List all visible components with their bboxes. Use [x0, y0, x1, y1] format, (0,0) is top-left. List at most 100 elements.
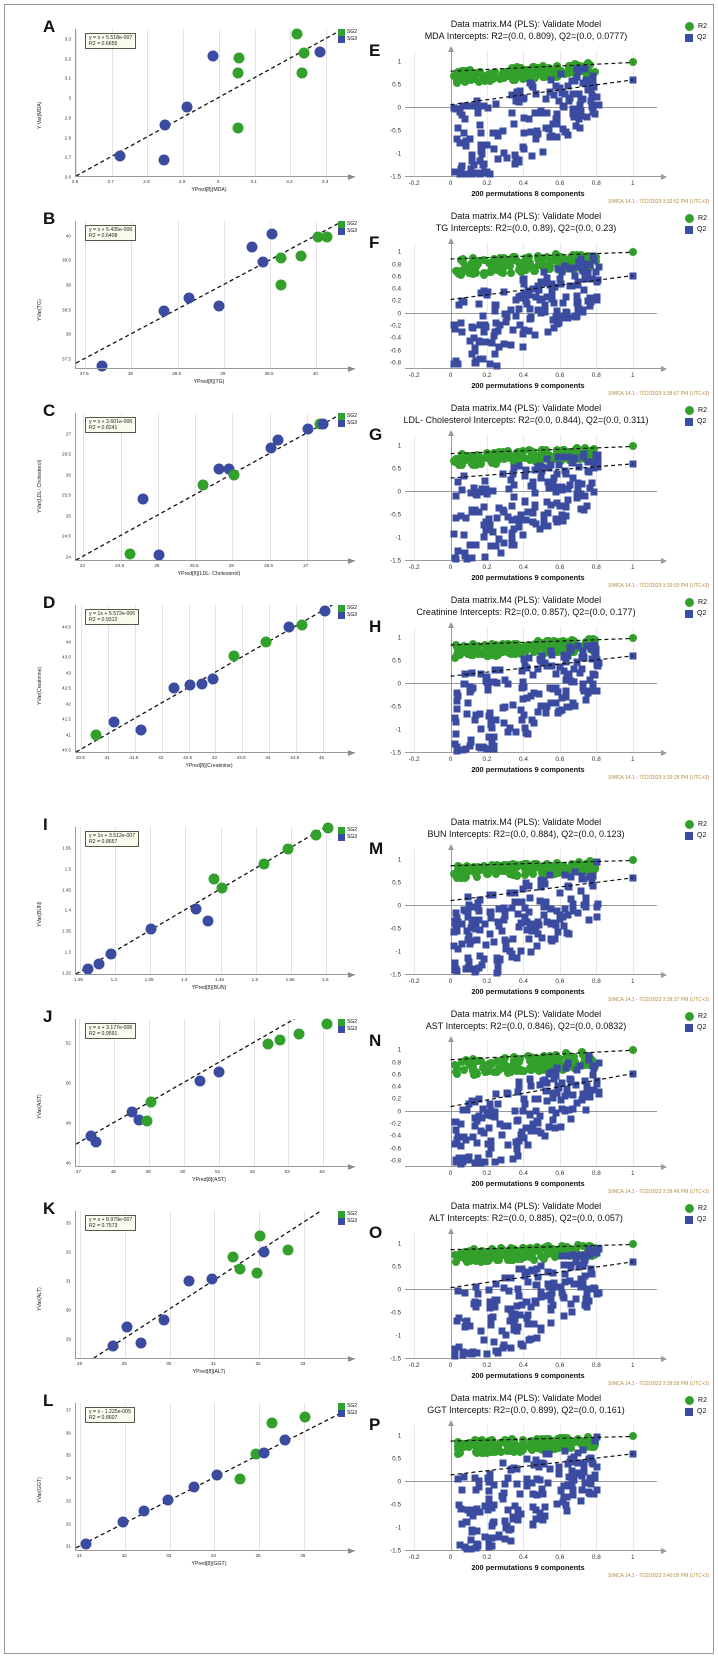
- permutation-point-q2: [541, 880, 549, 888]
- gridline-vertical: [169, 1403, 171, 1550]
- permutation-point-q2: [554, 709, 562, 717]
- y-tick-label: 2.7: [64, 154, 71, 160]
- permutation-point-r2: [500, 263, 508, 272]
- permutation-point-r2: [504, 1068, 513, 1077]
- permutation-point-q2: [580, 1251, 588, 1259]
- series-legend: SG2 SG3: [337, 1211, 357, 1225]
- permutation-point-q2: [575, 66, 583, 74]
- y-tick-label: 24: [65, 554, 71, 560]
- legend-item-q2: Q2: [685, 32, 707, 43]
- permutation-point-q2: [589, 72, 597, 80]
- gridline-vertical: [195, 413, 197, 560]
- permutation-point-q2: [472, 357, 480, 365]
- simca-timestamp: SIMCA 14.1 - 7/22/2023 3:32:52 PM (UTC+3…: [607, 199, 709, 205]
- permutation-point-q2: [561, 871, 569, 879]
- y-tick-label: 1.45: [62, 887, 71, 893]
- x-axis-line: [405, 176, 661, 177]
- legend-label-sg2: SG2: [346, 1403, 357, 1410]
- gridline-vertical: [306, 413, 308, 560]
- permutation-point-q2: [547, 501, 555, 509]
- gridline-vertical: [632, 243, 634, 369]
- permutation-point-q2: [461, 115, 469, 123]
- gridline-vertical: [632, 51, 634, 177]
- y-tick-label: -1.5: [389, 971, 401, 979]
- chart-title-line2: AST Intercepts: R2=(0.0, 0.846), Q2=(0.0…: [425, 1020, 627, 1031]
- permutation-point-q2: [454, 478, 462, 486]
- permutation-point-q2: [510, 481, 518, 489]
- permutation-point-q2: [470, 484, 478, 492]
- permutation-point-q2: [560, 1294, 568, 1302]
- legend-swatch-r2: [685, 598, 695, 608]
- permutation-point-q2: [552, 921, 560, 929]
- gridline-vertical: [79, 827, 81, 974]
- permutation-point-q2: [462, 142, 470, 150]
- permutation-point-q2: [467, 1536, 475, 1544]
- panel-label: L: [43, 1391, 54, 1410]
- permutation-point-q2: [556, 275, 564, 283]
- legend-label-sg2: SG2: [346, 1211, 357, 1218]
- plot-area: [405, 1228, 667, 1362]
- permutation-point-r2: [484, 1436, 493, 1445]
- permutation-point-r2: [467, 1250, 476, 1259]
- permutation-point-r2: [521, 870, 530, 879]
- permutation-point-q2: [482, 518, 490, 526]
- data-point-sg2: [266, 1417, 278, 1429]
- y-axis-label: YVar(ALT): [37, 1287, 43, 1311]
- r-squared-text: R2 = 0.8241: [89, 425, 118, 432]
- permutation-point-q2: [494, 132, 502, 140]
- permutation-point-q2: [513, 954, 521, 962]
- permutation-point-q2: [465, 932, 473, 940]
- gridline-vertical: [268, 605, 270, 752]
- data-point-sg3: [135, 724, 147, 736]
- x-tick-label: 1: [630, 180, 635, 187]
- permutation-point-q2: [562, 1501, 570, 1509]
- permutation-point-q2: [584, 458, 592, 466]
- permutation-point-q2: [531, 489, 539, 497]
- legend-label-sg2: SG2: [346, 221, 357, 228]
- permutation-point-q2: [466, 337, 474, 345]
- permutation-point-q2: [564, 496, 572, 504]
- data-point-sg2: [296, 67, 308, 79]
- permutation-point-q2: [584, 269, 592, 277]
- permutation-point-r2: [516, 650, 525, 659]
- y-axis-line: [450, 627, 452, 753]
- permutation-point-q2: [485, 733, 493, 741]
- y-axis-arrow-icon: [447, 1036, 454, 1042]
- permutation-point-q2: [480, 503, 488, 511]
- legend-swatch-sg3: [337, 1410, 345, 1417]
- legend-swatch-sg2: [337, 29, 345, 36]
- gridline-vertical: [596, 243, 598, 369]
- permutation-point-q2: [527, 128, 535, 136]
- permutation-point-r2: [450, 71, 459, 80]
- legend-item-sg3: SG3: [337, 1026, 357, 1033]
- permutation-point-q2: [483, 141, 491, 149]
- permutation-point-q2: [517, 706, 525, 714]
- permutation-point-q2: [521, 904, 529, 912]
- permutation-point-q2: [509, 1155, 517, 1163]
- permutation-point-q2: [525, 327, 533, 335]
- permutation-point-q2: [572, 1081, 580, 1089]
- permutation-point-q2: [488, 1522, 496, 1530]
- permutation-point-q2: [464, 893, 472, 901]
- x-axis-ticks: 31 32 33 34 35 36: [75, 1553, 343, 1561]
- permutation-point-r2: [526, 1253, 535, 1262]
- reference-point-r2: [628, 856, 637, 865]
- reference-point-r2: [628, 1046, 637, 1055]
- permutation-point-q2: [454, 945, 462, 953]
- plot-area: [405, 1036, 667, 1170]
- permutation-point-q2: [454, 124, 462, 132]
- permutation-point-q2: [480, 102, 488, 110]
- data-point-sg3: [207, 50, 219, 62]
- y-tick-label: -0.5: [389, 1309, 401, 1317]
- permutation-point-r2: [521, 647, 530, 656]
- permutation-point-r2: [550, 870, 559, 879]
- permutation-point-r2: [550, 643, 559, 652]
- r-squared-text: R2 = 0.8657: [89, 839, 118, 846]
- y-tick-label: -1.5: [389, 1547, 401, 1555]
- permutation-point-q2: [564, 82, 572, 90]
- data-point-sg3: [213, 300, 225, 312]
- data-point-sg3: [279, 1434, 291, 1446]
- permutation-point-q2: [510, 493, 518, 501]
- permutation-point-q2: [454, 1287, 462, 1295]
- x-tick-label: 1: [630, 564, 635, 571]
